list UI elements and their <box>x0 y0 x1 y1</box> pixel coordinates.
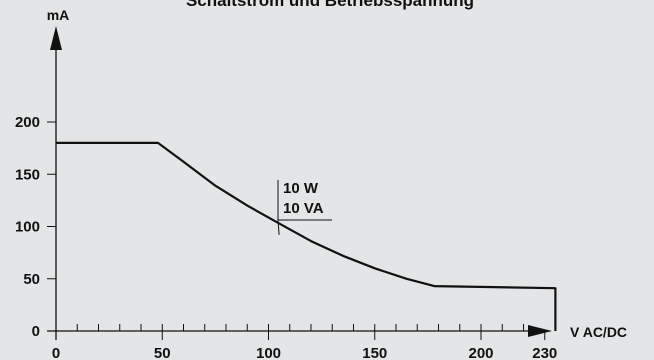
axes <box>47 26 552 340</box>
chart-title: Schaltstrom und Betriebsspannung <box>186 0 474 10</box>
x-axis-arrow <box>528 325 552 337</box>
annotation-label: 10 VA <box>283 200 324 217</box>
y-tick-label: 100 <box>15 219 40 236</box>
y-tick-label: 200 <box>15 114 40 131</box>
x-tick-label: 0 <box>52 345 60 360</box>
x-tick-label: 100 <box>256 345 281 360</box>
y-axis-label: mA <box>47 7 70 23</box>
series-line <box>56 141 557 331</box>
x-tick-label: 50 <box>154 345 171 360</box>
ticks: 0 50 100 150 200 230 0 50 100 150 200 <box>15 114 557 360</box>
series <box>56 141 557 331</box>
x-tick-label: 150 <box>362 345 387 360</box>
x-tick-label: 230 <box>532 345 557 360</box>
y-tick-label: 50 <box>23 271 40 288</box>
x-axis-label: V AC/DC <box>570 324 627 340</box>
y-tick-label: 150 <box>15 166 40 183</box>
annotation-label: 10 W <box>283 180 319 197</box>
x-tick-label: 200 <box>468 345 493 360</box>
y-axis-arrow <box>50 26 62 50</box>
annotations: 10 W 10 VA <box>277 180 332 235</box>
y-tick-label: 0 <box>32 323 40 340</box>
annotation-leader <box>277 219 280 235</box>
